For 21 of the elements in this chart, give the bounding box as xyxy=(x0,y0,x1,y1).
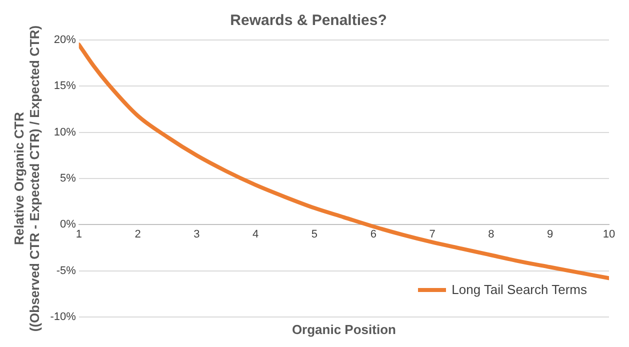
y-tick-label: 10% xyxy=(54,126,76,138)
x-tick-label: 4 xyxy=(252,228,259,240)
x-tick-label: 3 xyxy=(194,228,200,240)
y-tick-label: -5% xyxy=(56,264,76,277)
y-axis-title: Relative Organic CTR ((Observed CTR - Expected CTR) / Expected CTR) xyxy=(11,25,42,332)
x-axis-title: Organic Position xyxy=(292,322,396,338)
x-tick-label: 10 xyxy=(602,228,616,240)
x-tick-label: 8 xyxy=(488,228,494,240)
y-tick-label: -10% xyxy=(50,311,76,324)
legend-label: Long Tail Search Terms xyxy=(452,282,587,297)
x-tick-label: 7 xyxy=(429,228,436,240)
chart-title: Rewards & Penalties? xyxy=(230,12,387,30)
y-tick-label: 5% xyxy=(60,172,76,185)
y-tick-label: 20% xyxy=(54,34,76,46)
x-tick-label: 9 xyxy=(547,228,554,240)
x-tick-label: 6 xyxy=(370,228,376,240)
y-tick-label: 0% xyxy=(60,218,76,231)
x-tick-label: 5 xyxy=(311,228,318,240)
x-tick-label: 2 xyxy=(134,228,141,240)
x-tick-label: 1 xyxy=(76,228,82,240)
y-tick-label: 15% xyxy=(54,80,76,92)
